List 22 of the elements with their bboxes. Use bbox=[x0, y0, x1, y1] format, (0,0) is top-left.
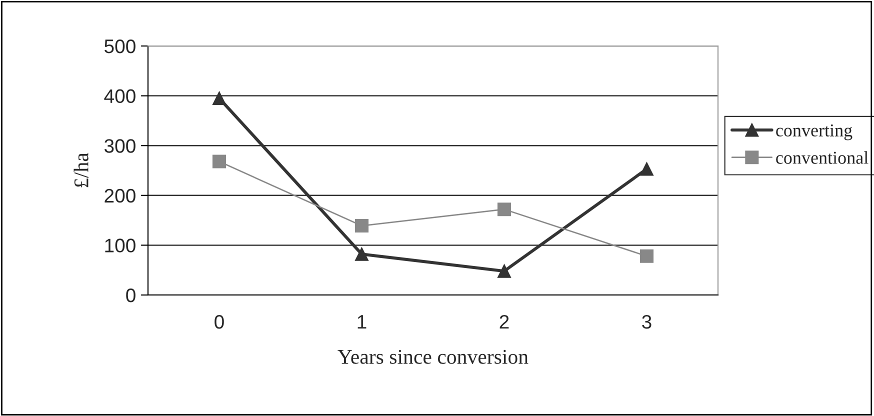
x-axis-title: Years since conversion bbox=[338, 350, 528, 364]
point bbox=[640, 162, 654, 176]
y-tick-label: 200 bbox=[104, 188, 136, 203]
legend-label: converting bbox=[776, 124, 852, 140]
y-tick-label: 400 bbox=[104, 89, 136, 104]
y-tick-label: 500 bbox=[104, 39, 136, 54]
point bbox=[354, 219, 369, 233]
point bbox=[640, 249, 654, 263]
x-tick-label: 3 bbox=[642, 314, 652, 329]
y-tick-label: 0 bbox=[126, 288, 136, 302]
legend-label: conventional bbox=[776, 151, 868, 164]
y-tick-label: 100 bbox=[105, 238, 136, 252]
x-tick-label: 2 bbox=[500, 314, 509, 329]
x-tick-label: 0 bbox=[214, 314, 224, 329]
y-axis-title: £/ha bbox=[74, 152, 88, 188]
point bbox=[212, 92, 226, 106]
point bbox=[497, 264, 512, 278]
point bbox=[212, 154, 226, 168]
point bbox=[354, 247, 369, 261]
x-tick-label: 1 bbox=[358, 315, 366, 329]
y-tick-label: 300 bbox=[104, 139, 136, 153]
point bbox=[497, 202, 512, 216]
